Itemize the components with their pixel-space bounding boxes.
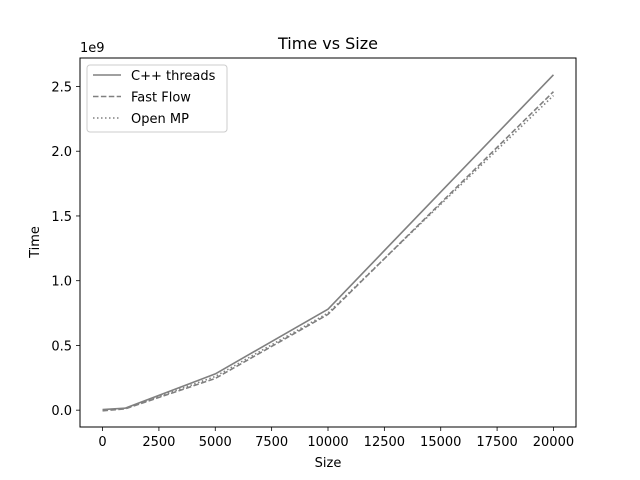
y-axis: 0.0 0.5 1.0 1.5 2.0 2.5 [51, 80, 80, 419]
x-tick-label: 0 [98, 435, 106, 450]
x-tick-label: 10000 [307, 435, 348, 450]
plot-area [102, 74, 555, 412]
legend-label: Fast Flow [131, 91, 191, 106]
y-tick-label: 1.0 [51, 275, 72, 290]
legend-box [86, 64, 228, 133]
x-axis-label: Size [315, 456, 342, 471]
y-tick-label: 0.5 [51, 339, 72, 354]
x-axis: 0 2500 5000 7500 10000 12500 15000 17500 20000 [98, 427, 574, 450]
y-tick-label: 2.5 [51, 80, 72, 95]
y-tick-label: 2.0 [51, 145, 72, 160]
y-axis-label: Time [28, 226, 43, 259]
series-line-fast-flow [102, 91, 555, 412]
legend-label: Open MP [131, 112, 189, 127]
series-line-open-mp [102, 94, 555, 411]
x-tick-label: 7500 [255, 435, 288, 450]
y-offset-label: 1e9 [80, 41, 105, 56]
x-tick-label: 12500 [364, 435, 405, 450]
x-tick-label: 5000 [199, 435, 232, 450]
y-tick-label: 1.5 [51, 210, 72, 225]
series-line-c-threads [102, 74, 555, 411]
chart-title: Time vs Size [277, 34, 378, 53]
x-tick-label: 20000 [533, 435, 574, 450]
legend-label: C++ threads [131, 69, 216, 84]
legend: C++ threads Fast Flow Open MP [86, 64, 228, 133]
x-tick-label: 2500 [142, 435, 175, 450]
y-tick-label: 0.0 [51, 404, 72, 419]
x-tick-label: 17500 [476, 435, 517, 450]
x-tick-label: 15000 [420, 435, 461, 450]
